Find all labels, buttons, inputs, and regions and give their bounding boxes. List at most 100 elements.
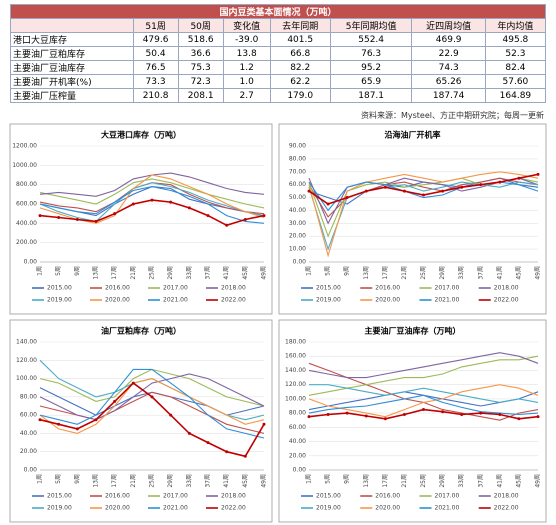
series-marker — [441, 189, 445, 193]
x-tick-label: 9周 — [74, 266, 81, 276]
table-cell: 76.3 — [329, 46, 413, 61]
legend-label: 2022.00 — [221, 505, 246, 512]
x-tick-label: 29周 — [167, 474, 174, 488]
series-marker — [517, 417, 521, 421]
legend-label: 2020.00 — [105, 297, 130, 304]
legend-label: 2017.00 — [435, 285, 460, 292]
legend-label: 2015.00 — [47, 493, 72, 500]
series-line — [39, 182, 265, 222]
x-tick-label: 13周 — [93, 474, 100, 488]
series-marker — [131, 202, 135, 206]
table-cell: 变化值 — [222, 18, 271, 33]
series-marker — [57, 216, 61, 220]
series-marker — [536, 415, 540, 419]
x-tick-label: 45周 — [515, 474, 522, 488]
series-marker — [364, 189, 368, 193]
series-marker — [326, 413, 330, 417]
table-cell: 76.5 — [132, 60, 179, 75]
x-tick-label: 17周 — [111, 266, 118, 280]
data-table: 国内豆类基本面情况（万吨） 51周 50周 变化值 去年同期 5年同期均值 近四周均值 年内均… — [10, 4, 547, 103]
x-tick-label: 1周 — [37, 266, 44, 276]
chart-title: 油厂豆粕库存（万吨） — [101, 326, 181, 336]
table-cell: 50.4 — [132, 46, 179, 61]
series-marker — [57, 422, 61, 426]
table-row: 主要油厂豆油库存 76.5 75.3 1.2 82.2 95.2 74.3 82.4 — [10, 60, 547, 75]
x-tick-label: 37周 — [477, 474, 484, 488]
series-marker — [441, 410, 445, 414]
chart-title: 主要油厂豆油库存（万吨） — [365, 326, 461, 336]
series-marker — [422, 193, 425, 197]
table-cell: 50周 — [177, 18, 224, 33]
table-cell: 210.8 — [132, 88, 179, 103]
table-cell: 187.74 — [411, 88, 486, 103]
x-tick-label: 5周 — [55, 266, 62, 276]
series-marker — [262, 214, 266, 218]
x-tick-label: 49周 — [535, 474, 542, 488]
legend-label: 2016.00 — [105, 493, 130, 500]
table-cell: 近四周均值 — [411, 18, 486, 33]
legend-label: 2019.00 — [47, 297, 72, 304]
x-tick-label: 21周 — [130, 474, 137, 488]
table-cell: 552.4 — [329, 32, 413, 47]
y-tick-label: 120.00 — [285, 381, 306, 388]
series-marker — [460, 185, 464, 189]
y-tick-label: 60.00 — [289, 424, 306, 431]
legend-label: 2020.00 — [375, 297, 400, 304]
y-tick-label: 400.00 — [16, 220, 37, 227]
legend-label: 2019.00 — [47, 505, 72, 512]
series-marker — [383, 185, 387, 189]
legend-label: 2017.00 — [163, 285, 188, 292]
y-tick-label: 1000.00 — [12, 162, 37, 169]
table-cell: 82.4 — [484, 60, 547, 75]
table-cell: 95.2 — [329, 60, 413, 75]
x-tick-label: 41周 — [496, 474, 503, 488]
legend-label: 2017.00 — [163, 493, 188, 500]
x-tick-label: 5周 — [325, 266, 332, 276]
y-tick-label: 60.00 — [20, 412, 37, 419]
y-tick-label: 40.00 — [289, 438, 306, 445]
legend-label: 2021.00 — [163, 297, 188, 304]
y-tick-label: 30.00 — [289, 220, 306, 227]
legend-label: 2015.00 — [316, 285, 341, 292]
series-marker — [243, 454, 247, 458]
y-tick-label: 80.00 — [289, 410, 306, 417]
legend-label: 2015.00 — [316, 493, 341, 500]
x-tick-label: 37周 — [205, 474, 212, 488]
series-marker — [206, 214, 210, 218]
series-marker — [38, 214, 42, 218]
y-tick-label: 40.00 — [20, 430, 37, 437]
x-tick-label: 29周 — [439, 474, 446, 488]
x-tick-label: 1周 — [37, 474, 44, 484]
series-marker — [402, 189, 406, 193]
y-tick-label: 70.00 — [289, 168, 306, 175]
table-cell: 208.1 — [177, 88, 224, 103]
y-tick-label: 20.00 — [289, 233, 306, 240]
x-tick-label: 25周 — [420, 474, 427, 488]
x-tick-label: 5周 — [55, 474, 62, 484]
table-cell: 2.7 — [222, 88, 271, 103]
table-cell: 1.2 — [222, 60, 271, 75]
y-tick-label: 0.00 — [24, 467, 38, 474]
series-marker — [169, 200, 173, 204]
table-cell: 港口大豆库存 — [10, 32, 134, 47]
series-marker — [326, 202, 330, 206]
legend-label: 2019.00 — [316, 505, 341, 512]
x-tick-label: 25周 — [420, 266, 427, 280]
y-tick-label: 40.00 — [289, 207, 306, 214]
series-marker — [536, 172, 540, 176]
legend-label: 2018.00 — [221, 493, 246, 500]
y-tick-label: 0.00 — [293, 259, 307, 266]
table-cell: 62.2 — [269, 74, 331, 89]
series-marker — [75, 427, 79, 431]
table-cell: 73.3 — [132, 74, 179, 89]
x-tick-label: 41周 — [496, 266, 503, 280]
table-cell: 36.6 — [177, 46, 224, 61]
x-tick-label: 49周 — [261, 266, 268, 280]
series-marker — [113, 212, 117, 216]
x-tick-label: 45周 — [242, 266, 249, 280]
charts: 大豆港口库存（万吨） 0.00 200.00 400.00 600.00 800.00 10… — [9, 123, 547, 523]
legend-label: 2022.00 — [494, 505, 519, 512]
table-cell: 75.3 — [177, 60, 224, 75]
legend-label: 2019.00 — [316, 297, 341, 304]
